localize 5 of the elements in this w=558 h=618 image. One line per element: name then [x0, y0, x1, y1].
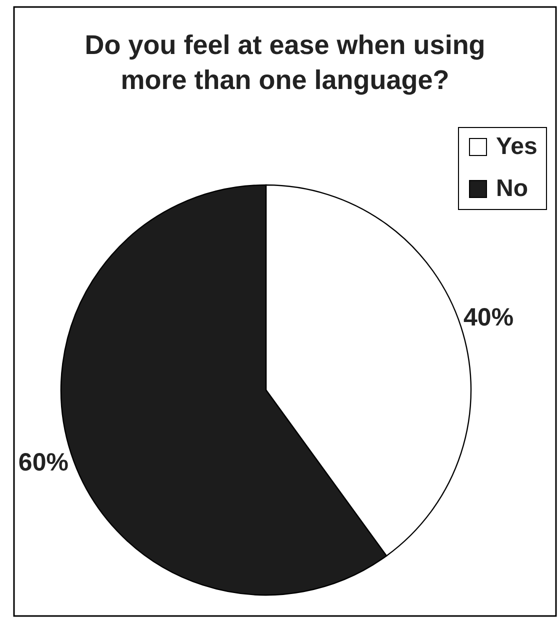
data-label: 60% — [18, 448, 68, 476]
legend-label: Yes — [496, 133, 538, 160]
data-label: 40% — [464, 304, 514, 332]
legend-label: No — [496, 175, 528, 202]
chart-title: Do you feel at ease when using more than one language? — [84, 30, 486, 95]
